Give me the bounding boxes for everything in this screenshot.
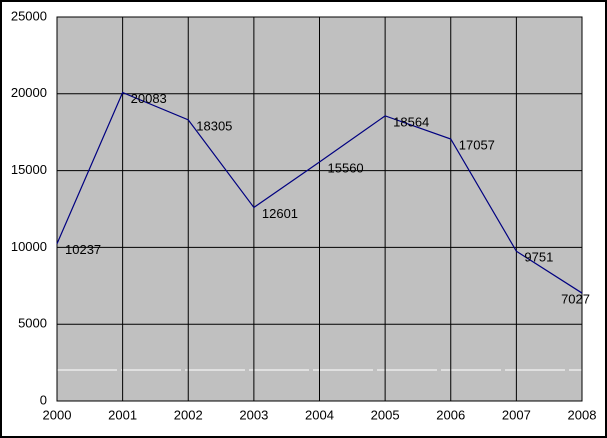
x-tick-label: 2004 [305, 407, 334, 422]
x-tick-label: 2002 [174, 407, 203, 422]
y-tick-label: 15000 [11, 162, 47, 177]
x-tick-label: 2005 [371, 407, 400, 422]
data-label: 18564 [393, 114, 429, 129]
plot-border [56, 16, 583, 402]
y-tick-label: 0 [40, 392, 47, 407]
data-label: 7027 [561, 292, 590, 307]
y-tick-label: 25000 [11, 8, 47, 23]
data-line [56, 91, 583, 294]
y-tick-label: 20000 [11, 85, 47, 100]
x-tick-label: 2006 [436, 407, 465, 422]
y-tick-label: 10000 [11, 239, 47, 254]
data-label: 15560 [328, 160, 364, 175]
x-tick-label: 2003 [239, 407, 268, 422]
data-label: 10237 [65, 242, 101, 257]
data-label: 18305 [196, 118, 232, 133]
data-label: 20083 [131, 91, 167, 106]
x-tick-label: 2001 [108, 407, 137, 422]
y-tick-label: 5000 [18, 316, 47, 331]
x-tick-label: 2007 [502, 407, 531, 422]
data-label: 12601 [262, 206, 298, 221]
data-label: 9751 [524, 250, 553, 265]
x-tick-label: 2000 [43, 407, 72, 422]
data-label: 17057 [459, 137, 495, 152]
x-tick-label: 2008 [568, 407, 597, 422]
